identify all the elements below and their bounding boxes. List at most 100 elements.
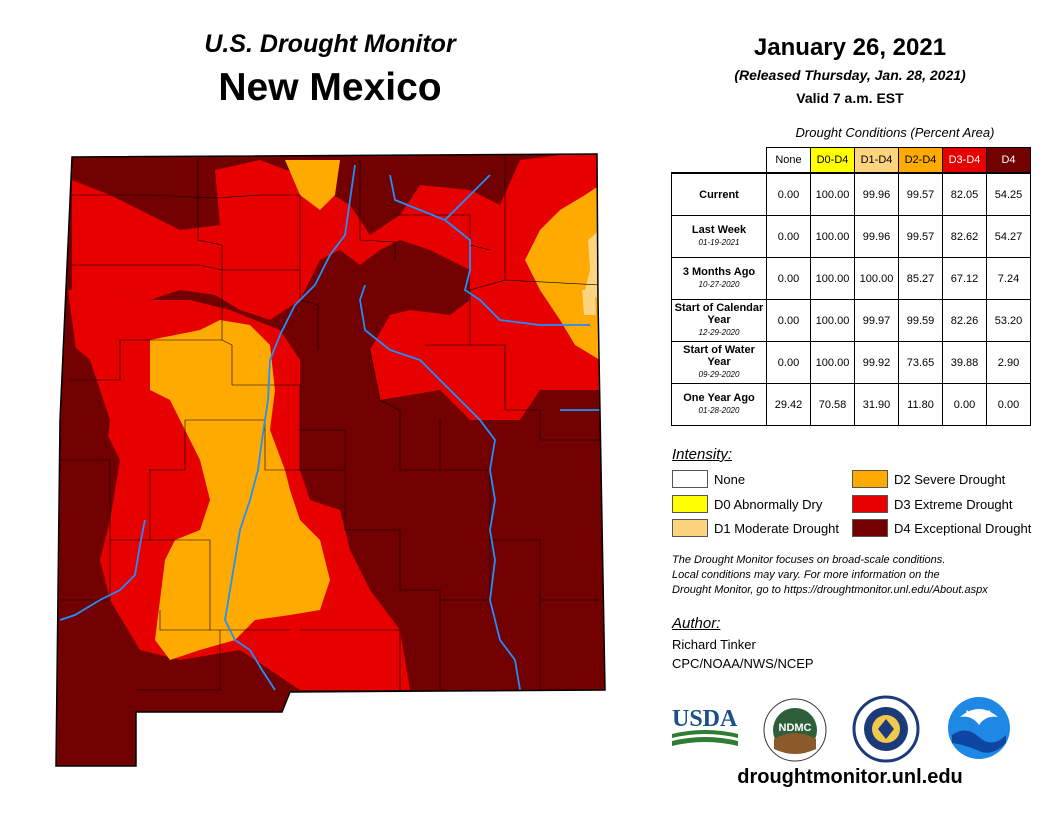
note-line: The Drought Monitor focuses on broad-sca… <box>672 554 946 566</box>
rivers <box>59 164 600 691</box>
author-heading: Author: <box>672 615 721 632</box>
table-cell: 73.65 <box>898 341 943 384</box>
legend-label: None <box>714 471 746 487</box>
state-title: New Mexico <box>218 66 442 109</box>
row-date: 12-29-2020 <box>698 328 740 337</box>
drought-map <box>55 153 606 767</box>
noaa-logo: NOAA <box>948 697 1010 759</box>
table-cell: 29.42 <box>766 383 811 426</box>
table-cell: 82.62 <box>942 215 987 258</box>
legend-swatch <box>852 495 888 513</box>
legend-label: D3 Extreme Drought <box>894 496 1013 512</box>
row-label: Last Week 01-19-2021 <box>671 215 767 258</box>
table-cell: 7.24 <box>986 257 1031 300</box>
table-cell: 0.00 <box>986 383 1031 426</box>
table-cell: 54.27 <box>986 215 1031 258</box>
legend-item-d3: D3 Extreme Drought <box>852 495 1013 513</box>
table-cell: 70.58 <box>810 383 855 426</box>
row-label: Start of Water Year 09-29-2020 <box>671 341 767 384</box>
table-cell: 0.00 <box>766 341 811 384</box>
legend-item-d2: D2 Severe Drought <box>852 470 1005 488</box>
table-row: Last Week 01-19-2021 0.00 100.00 99.96 99.57 8… <box>671 215 1031 258</box>
row-label-text: One Year Ago <box>683 392 755 404</box>
conditions-title: Drought Conditions (Percent Area) <box>795 125 995 140</box>
table-cell: 31.90 <box>854 383 899 426</box>
d2-region-northeast <box>525 185 600 360</box>
row-label-text: Last Week <box>691 224 747 236</box>
table-cell: 99.96 <box>854 215 899 258</box>
state-border <box>55 153 606 767</box>
table-cell: 99.57 <box>898 215 943 258</box>
author-org: CPC/NOAA/NWS/NCEP <box>672 656 814 671</box>
d1-region-east <box>585 230 600 300</box>
d3-region-north <box>72 154 600 420</box>
legend-swatch <box>852 470 888 488</box>
table-row: 3 Months Ago 10-27-2020 0.00 100.00 100.00 85… <box>671 257 1031 300</box>
table-cell: 85.27 <box>898 257 943 300</box>
column-header: None <box>766 147 811 174</box>
usda-logo: USDA <box>672 706 738 746</box>
column-header: D0-D4 <box>810 147 855 174</box>
table-row: One Year Ago 01-28-2020 29.42 70.58 31.90 11.… <box>671 383 1031 426</box>
table-cell: 99.92 <box>854 341 899 384</box>
legend-swatch <box>672 519 708 537</box>
d2-region-north <box>285 160 340 210</box>
legend-swatch <box>672 495 708 513</box>
row-date: 10-27-2020 <box>698 280 740 289</box>
usda-logo-text: USDA <box>672 706 738 732</box>
row-label: Current <box>671 172 767 216</box>
legend-item-d1: D1 Moderate Drought <box>672 519 839 537</box>
table-cell: 82.05 <box>942 172 987 216</box>
d2-region-central <box>150 320 330 660</box>
map-date: January 26, 2021 <box>753 34 947 61</box>
row-date: 01-19-2021 <box>698 238 740 247</box>
legend-label: D0 Abnormally Dry <box>714 496 823 512</box>
table-row: Start of Calendar Year 12-29-2020 0.00 100.… <box>671 299 1031 342</box>
table-cell: 99.59 <box>898 299 943 342</box>
table-cell: 0.00 <box>766 215 811 258</box>
legend-item-d4: D4 Exceptional Drought <box>852 519 1031 537</box>
website-url: droughtmonitor.unl.edu <box>737 766 963 788</box>
table-cell: 11.80 <box>898 383 943 426</box>
table-cell: 100.00 <box>810 215 855 258</box>
legend-label: D2 Severe Drought <box>894 471 1006 487</box>
row-label: 3 Months Ago 10-27-2020 <box>671 257 767 300</box>
commerce-seal <box>852 695 920 763</box>
d1-region-east-2 <box>582 290 596 315</box>
release-date: (Released Thursday, Jan. 28, 2021) <box>734 67 966 83</box>
table-row: Current 0.00 100.00 99.96 99.57 82.05 54.25 <box>671 172 1031 216</box>
row-date: 09-29-2020 <box>698 370 740 379</box>
table-cell: 54.25 <box>986 172 1031 216</box>
table-cell: 99.97 <box>854 299 899 342</box>
column-header: D4 <box>986 147 1031 174</box>
row-date: 01-28-2020 <box>698 406 740 415</box>
table-cell: 99.96 <box>854 172 899 216</box>
table-cell: 2.90 <box>986 341 1031 384</box>
table-cell: 67.12 <box>942 257 987 300</box>
county-lines <box>60 155 601 691</box>
row-label-text: Current <box>699 188 739 201</box>
info-note: The Drought Monitor focuses on broad-sca… <box>672 553 1042 598</box>
ndmc-logo-text: NDMC <box>779 722 812 734</box>
drought-stats-table: None D0-D4 D1-D4 D2-D4 D3-D4 D4 Current 0.00 10… <box>671 147 1031 426</box>
table-cell: 99.57 <box>898 172 943 216</box>
table-cell: 100.00 <box>854 257 899 300</box>
legend-label: D4 Exceptional Drought <box>894 520 1032 536</box>
table-cell: 53.20 <box>986 299 1031 342</box>
note-line: Local conditions may vary. For more info… <box>672 569 940 581</box>
legend-swatch <box>852 519 888 537</box>
table-cell: 0.00 <box>942 383 987 426</box>
row-label-text: 3 Months Ago <box>682 266 756 278</box>
table-corner <box>672 148 767 174</box>
legend-item-d0: D0 Abnormally Dry <box>672 495 822 513</box>
column-header: D2-D4 <box>898 147 943 174</box>
valid-time: Valid 7 a.m. EST <box>796 90 904 106</box>
legend-label: D1 Moderate Drought <box>714 520 840 536</box>
d4-west-strip <box>56 330 140 766</box>
row-label-text: Start of Calendar Year <box>674 302 764 326</box>
table-row: Start of Water Year 09-29-2020 0.00 100.00 9… <box>671 341 1031 384</box>
table-cell: 100.00 <box>810 299 855 342</box>
legend-title: Intensity: <box>672 446 733 463</box>
table-cell: 0.00 <box>766 172 811 216</box>
legend-swatch <box>672 470 708 488</box>
